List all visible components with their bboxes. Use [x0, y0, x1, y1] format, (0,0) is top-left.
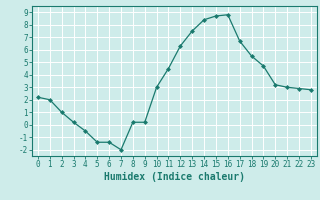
X-axis label: Humidex (Indice chaleur): Humidex (Indice chaleur)	[104, 172, 245, 182]
